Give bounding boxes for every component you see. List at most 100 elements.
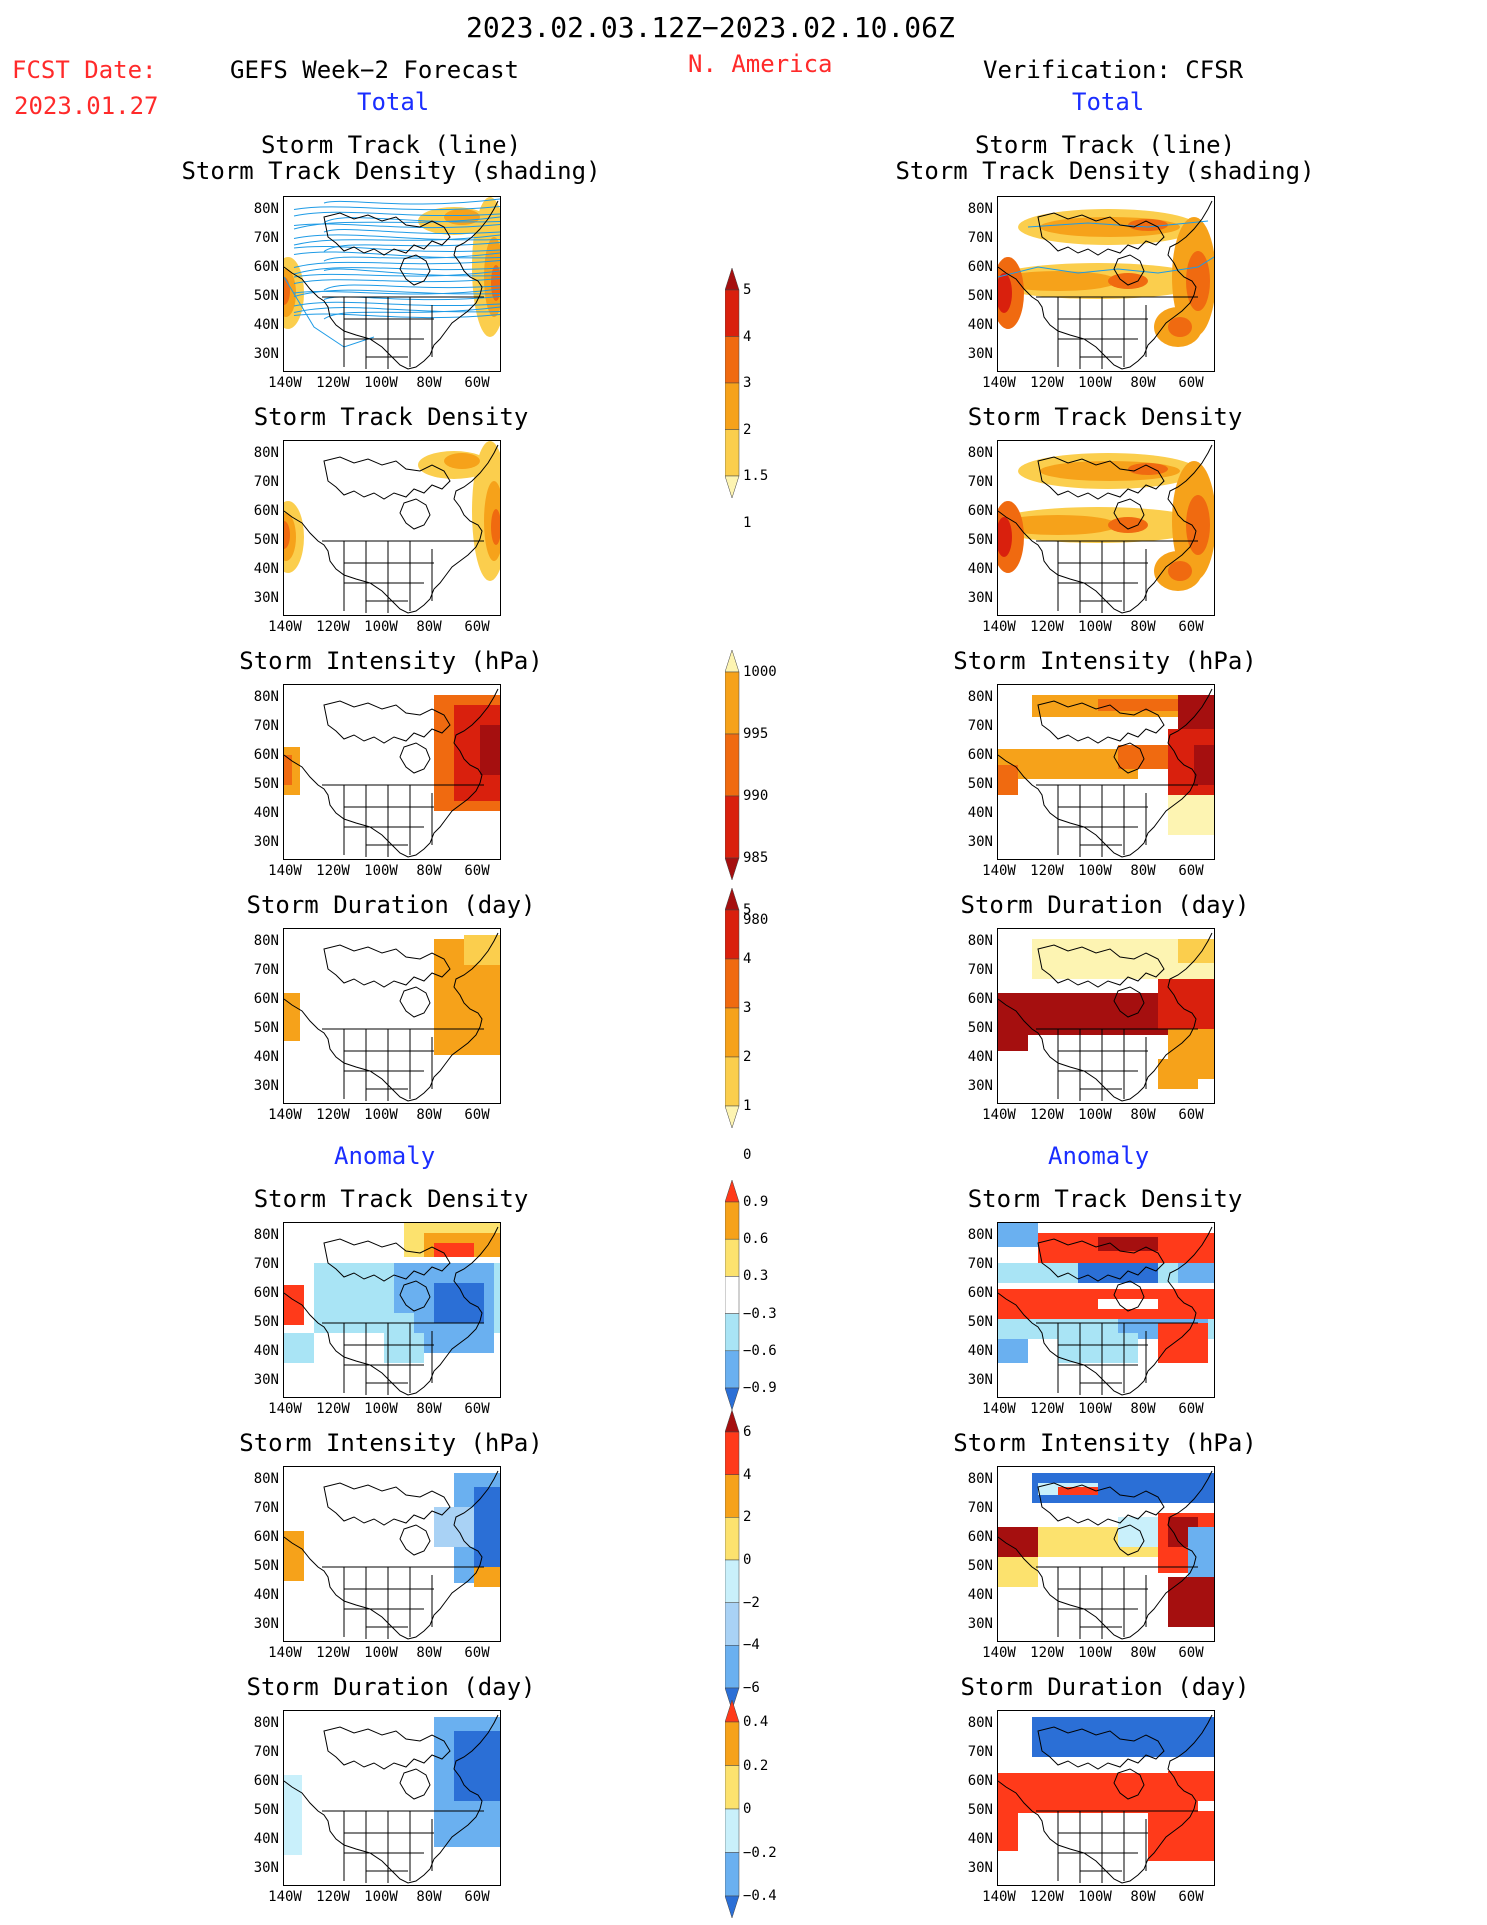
lat-tick-label: 80N: [967, 1715, 993, 1731]
lat-tick-label: 70N: [253, 230, 279, 246]
lon-tick-label: 60W: [464, 1401, 490, 1417]
map-panel-cfsr-2: [997, 684, 1215, 860]
colorbar-tick-label: 1: [743, 1098, 752, 1114]
lat-tick-label: 80N: [253, 689, 279, 705]
colorbar-tick-label: 2: [743, 1049, 752, 1065]
lat-tick-label: 40N: [253, 1049, 279, 1065]
colorbar-tick-label: −0.4: [743, 1888, 777, 1904]
panel-title-cfsr-6: Storm Duration (day): [960, 1673, 1250, 1701]
lat-tick-label: 60N: [253, 259, 279, 275]
lat-tick-label: 70N: [967, 962, 993, 978]
lon-tick-label: 100W: [364, 619, 398, 635]
lat-tick-label: 70N: [253, 718, 279, 734]
lon-tick-label: 120W: [1030, 619, 1064, 635]
lon-tick-label: 120W: [316, 375, 350, 391]
lat-tick-label: 80N: [967, 1471, 993, 1487]
lat-tick-label: 70N: [967, 474, 993, 490]
lat-tick-label: 60N: [967, 259, 993, 275]
lon-tick-label: 140W: [982, 1401, 1016, 1417]
date-range: 2023.02.03.12Z−2023.02.10.06Z: [466, 11, 955, 44]
lon-tick-label: 80W: [416, 1107, 442, 1123]
lon-tick-label: 120W: [316, 863, 350, 879]
lat-tick-label: 40N: [967, 805, 993, 821]
lon-tick-label: 80W: [1130, 375, 1156, 391]
lat-tick-label: 60N: [967, 991, 993, 1007]
lat-tick-label: 40N: [967, 317, 993, 333]
lon-tick-label: 140W: [268, 1107, 302, 1123]
lon-tick-label: 140W: [982, 1889, 1016, 1905]
lat-tick-label: 70N: [253, 474, 279, 490]
colorbar-tick-label: 0.2: [743, 1757, 769, 1774]
colorbar-tick-label: 0.6: [743, 1231, 769, 1248]
colorbar-tick-label: 1.5: [743, 468, 769, 484]
lon-tick-label: 100W: [1078, 1645, 1112, 1661]
lat-tick-label: 80N: [967, 1227, 993, 1243]
lon-tick-label: 120W: [1030, 1107, 1064, 1123]
colorbar-tick-label: −2: [743, 1594, 760, 1611]
lat-tick-label: 70N: [967, 1744, 993, 1760]
section-total-left: Total: [357, 88, 430, 116]
lat-tick-label: 80N: [253, 1715, 279, 1731]
lon-tick-label: 80W: [416, 1401, 442, 1417]
section-anomaly-right: Anomaly: [1048, 1142, 1150, 1170]
lat-tick-label: 30N: [967, 1078, 993, 1094]
colorbar-tick-label: 1: [743, 514, 752, 531]
colorbar-anom-intensity: [724, 1409, 765, 1714]
lat-tick-label: 50N: [253, 776, 279, 792]
colorbar-tick-label: −0.3: [743, 1305, 777, 1322]
lat-tick-label: 80N: [253, 1471, 279, 1487]
colorbar-tick-label: 6: [743, 1424, 752, 1440]
lon-tick-label: 100W: [1078, 375, 1112, 391]
lon-tick-label: 140W: [982, 1645, 1016, 1661]
lon-tick-label: 80W: [416, 1645, 442, 1661]
colorbar-tick-label: −0.6: [743, 1342, 777, 1359]
lat-tick-label: 30N: [253, 346, 279, 362]
map-panel-cfsr-3: [997, 928, 1215, 1104]
lat-tick-label: 30N: [967, 590, 993, 606]
lon-tick-label: 60W: [1178, 619, 1204, 635]
lat-tick-label: 30N: [967, 1860, 993, 1876]
lat-tick-label: 80N: [253, 445, 279, 461]
colorbar-tick-label: 0.9: [743, 1194, 769, 1210]
lat-tick-label: 50N: [253, 1314, 279, 1330]
colorbar-intensity: [724, 649, 765, 884]
lon-tick-label: 140W: [268, 375, 302, 391]
lat-tick-label: 30N: [253, 1372, 279, 1388]
colorbar-duration: [724, 887, 765, 1132]
map-panel-gefs-2: [283, 684, 501, 860]
lat-tick-label: 60N: [253, 1529, 279, 1545]
lat-tick-label: 40N: [253, 1831, 279, 1847]
panel-title-gefs-3: Storm Duration (day): [246, 891, 536, 919]
lat-tick-label: 30N: [967, 1616, 993, 1632]
lon-tick-label: 140W: [982, 863, 1016, 879]
lat-tick-label: 60N: [253, 503, 279, 519]
lon-tick-label: 100W: [1078, 863, 1112, 879]
lat-tick-label: 70N: [967, 1500, 993, 1516]
lat-tick-label: 30N: [967, 834, 993, 850]
colorbar-anom-duration: [724, 1699, 765, 1922]
lon-tick-label: 120W: [316, 1889, 350, 1905]
lat-tick-label: 70N: [253, 1256, 279, 1272]
lat-tick-label: 30N: [253, 1616, 279, 1632]
lat-tick-label: 30N: [253, 834, 279, 850]
lon-tick-label: 120W: [316, 1107, 350, 1123]
lat-tick-label: 30N: [253, 590, 279, 606]
lat-tick-label: 60N: [967, 503, 993, 519]
lat-tick-label: 80N: [253, 201, 279, 217]
lat-tick-label: 40N: [967, 561, 993, 577]
panel-title-cfsr-3: Storm Duration (day): [960, 891, 1250, 919]
lat-tick-label: 40N: [253, 1343, 279, 1359]
lat-tick-label: 30N: [253, 1078, 279, 1094]
lon-tick-label: 100W: [1078, 619, 1112, 635]
lon-tick-label: 140W: [268, 619, 302, 635]
lat-tick-label: 70N: [253, 1744, 279, 1760]
lon-tick-label: 120W: [1030, 375, 1064, 391]
lat-tick-label: 60N: [253, 991, 279, 1007]
colorbar-tick-label: 2: [743, 1509, 752, 1526]
lat-tick-label: 50N: [967, 1020, 993, 1036]
lon-tick-label: 100W: [364, 1107, 398, 1123]
lon-tick-label: 80W: [416, 1889, 442, 1905]
lat-tick-label: 40N: [253, 317, 279, 333]
map-panel-gefs-3: [283, 928, 501, 1104]
map-panel-cfsr-5: [997, 1466, 1215, 1642]
